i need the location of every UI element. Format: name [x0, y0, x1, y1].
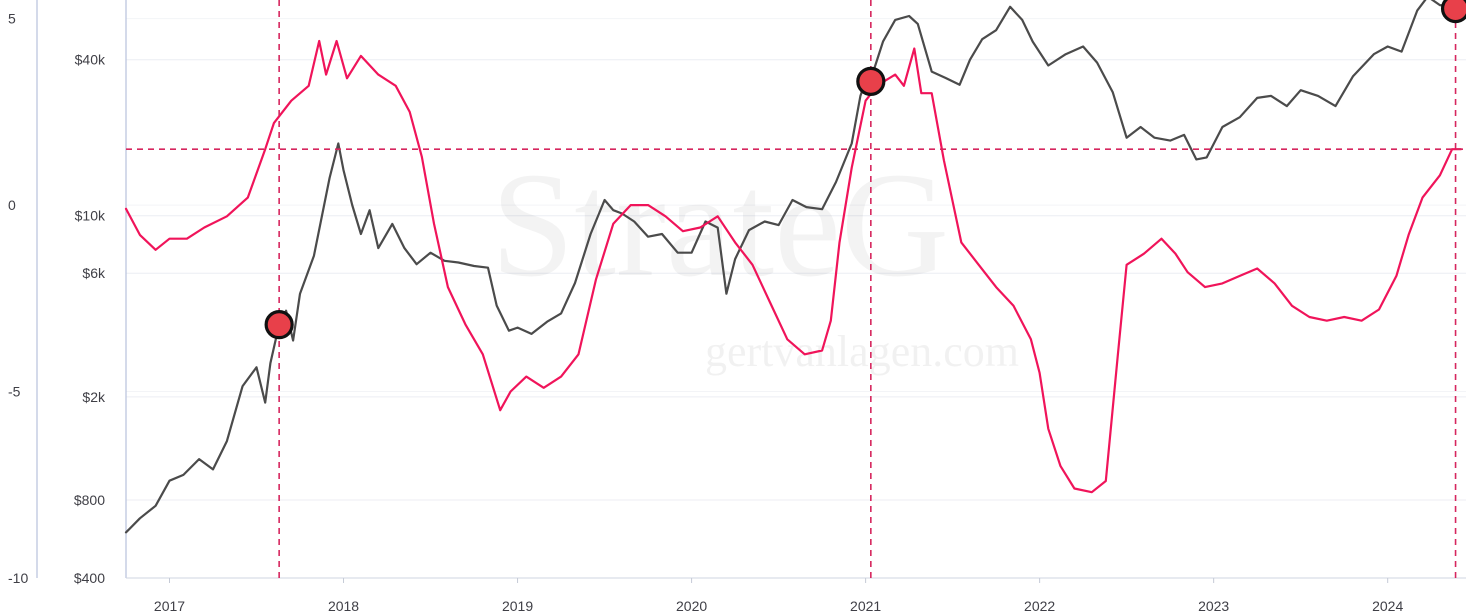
- series-group: [124, 0, 1462, 534]
- signal-marker: [264, 310, 294, 340]
- x-axis-ticks: 2017 2018 2019 2020 2021 2022 2023 2024: [154, 578, 1403, 613]
- price-tick-label: $40k: [75, 52, 106, 68]
- x-tick-label: 2020: [676, 598, 707, 613]
- right-axis-ticks: $40k $10k $6k $2k $800 $400: [74, 52, 106, 586]
- price-tick-label: $10k: [75, 208, 106, 224]
- x-tick-label: 2021: [850, 598, 881, 613]
- x-tick-label: 2022: [1024, 598, 1055, 613]
- watermark-site: gertvanlagen.com: [705, 327, 1019, 376]
- x-tick-label: 2024: [1372, 598, 1403, 613]
- oscillator-line: [124, 39, 1462, 494]
- x-tick-label: 2018: [328, 598, 359, 613]
- x-tick-label: 2023: [1198, 598, 1229, 613]
- price-tick-label: $2k: [82, 389, 106, 405]
- price-tick-label: $800: [74, 492, 105, 508]
- price-line: [124, 0, 1462, 534]
- left-tick-label: -5: [8, 384, 21, 400]
- watermark-brand: StrateG: [491, 142, 949, 308]
- signal-marker: [1440, 0, 1466, 24]
- x-tick-label: 2017: [154, 598, 185, 613]
- left-tick-label: 0: [8, 197, 16, 213]
- x-tick-label: 2019: [502, 598, 533, 613]
- reference-lines: [126, 0, 1466, 578]
- price-tick-label: $400: [74, 570, 105, 586]
- price-tick-label: $6k: [82, 265, 106, 281]
- markers-group: [264, 0, 1466, 340]
- watermark: StrateG gertvanlagen.com: [491, 142, 1019, 376]
- left-tick-label: 5: [8, 11, 16, 27]
- left-tick-label: -10: [8, 570, 28, 586]
- signal-marker: [856, 66, 886, 96]
- left-axis-ticks: 5 0 -5 -10: [8, 11, 28, 586]
